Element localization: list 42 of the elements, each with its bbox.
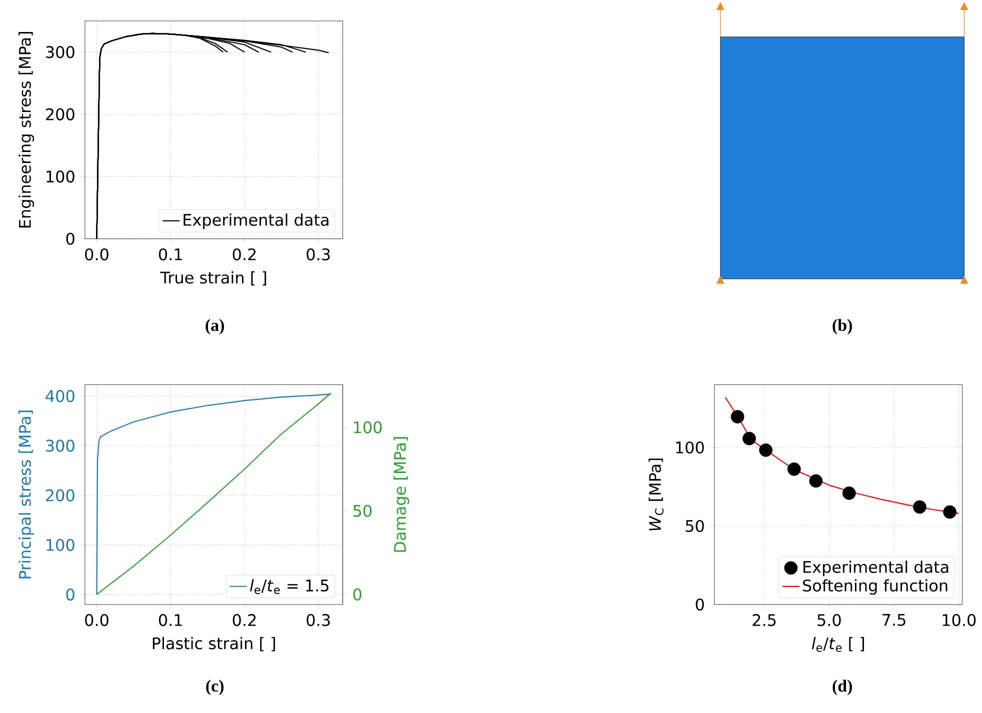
text: (a) bbox=[206, 318, 224, 334]
y-tick-label: 100 bbox=[46, 170, 74, 182]
x-tick-label: 2.5 bbox=[752, 614, 776, 626]
x-tick-label: 0.0 bbox=[85, 248, 108, 260]
x-tick-label: 0.3 bbox=[306, 614, 330, 626]
x-tick-label: 0.0 bbox=[85, 614, 108, 626]
y2-tick-label: 100 bbox=[354, 421, 382, 434]
y-tick-label: 0 bbox=[66, 588, 74, 600]
x-tick-label: 10.0 bbox=[942, 614, 976, 626]
x-tick-label: 0.1 bbox=[158, 248, 182, 260]
legend-label: Softening function bbox=[803, 578, 948, 594]
x-tick-label: 5.0 bbox=[818, 614, 841, 626]
y-tick-label: 100 bbox=[46, 538, 74, 551]
legend-label: Experimental data bbox=[184, 213, 328, 229]
y-tick-label: 300 bbox=[46, 439, 74, 452]
y-tick-label: 200 bbox=[46, 108, 74, 120]
y-tick-label: 0 bbox=[696, 598, 704, 610]
x-tick-label: 0.2 bbox=[232, 614, 256, 626]
y-tick-label: 0 bbox=[66, 232, 74, 245]
y-tick-label: 50 bbox=[686, 520, 704, 532]
y-tick-label: 400 bbox=[46, 390, 74, 402]
y-axis-title: Principal stress [MPa] bbox=[18, 410, 34, 578]
legend-label: Experimental data bbox=[804, 560, 948, 576]
x-axis-title: True strain [ ] bbox=[160, 271, 266, 286]
y-tick-label: 100 bbox=[676, 441, 704, 454]
x-axis-title: l$_{e}$/t$_{e}$ [ ] bbox=[812, 636, 864, 652]
x-tick-label: 7.5 bbox=[882, 614, 906, 626]
x-tick-label: 0.2 bbox=[232, 248, 256, 260]
y-axis-title: W$_{C}$ [MPa] bbox=[648, 458, 664, 530]
text: (d) bbox=[832, 680, 852, 695]
y-tick-label: 300 bbox=[46, 46, 74, 58]
text: (b) bbox=[832, 318, 852, 334]
y2-tick-label: 50 bbox=[353, 504, 372, 517]
y-tick-label: 200 bbox=[46, 489, 74, 502]
y2-tick-label: 0 bbox=[353, 588, 362, 600]
legend-label: l$_{e}$/t$_{e}$ = 1.5 bbox=[250, 578, 328, 594]
x-tick-label: 0.3 bbox=[306, 248, 330, 260]
y2-axis-title: Damage [MPa] bbox=[394, 436, 410, 552]
y-axis-title: Engineering stress [MPa] bbox=[18, 32, 34, 228]
x-tick-label: 0.1 bbox=[158, 614, 182, 626]
x-axis-title: Plastic strain [ ] bbox=[152, 636, 275, 652]
text: (c) bbox=[206, 680, 224, 695]
